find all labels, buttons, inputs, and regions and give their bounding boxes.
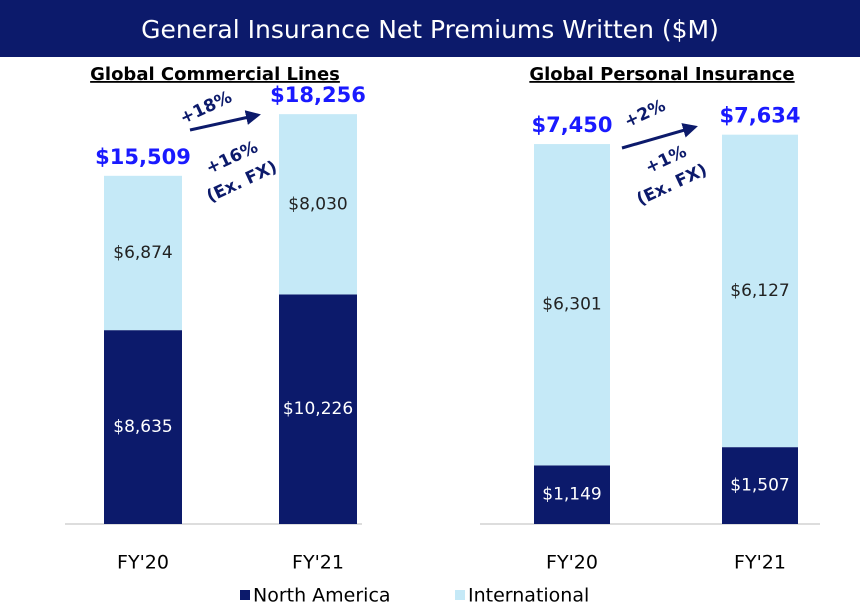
x-tick-label: FY'20 [546,552,598,574]
bar-segment [279,114,357,295]
x-tick-label: FY'20 [117,552,169,574]
growth-arrow [621,123,698,150]
legend-label: North America [253,585,391,607]
bar-segment [722,447,798,524]
title-banner [0,0,860,57]
total-label: $18,256 [270,83,366,107]
bar-segment [104,330,182,524]
legend-swatch [240,590,250,600]
total-label: $7,634 [719,104,800,128]
data-label: $1,149 [542,485,601,505]
data-label: $6,127 [730,281,789,301]
annotation: +2% [621,96,669,132]
data-label: $8,030 [288,194,347,214]
data-label: $8,635 [113,417,172,437]
bar-segment [104,175,182,331]
bar-segment [279,294,357,524]
chart-title: General Insurance Net Premiums Written (… [141,15,719,44]
x-tick-label: FY'21 [292,552,344,574]
panel-title: Global Commercial Lines [90,64,340,85]
legend-swatch [455,590,465,600]
panel-title: Global Personal Insurance [529,64,794,85]
growth-arrow [189,110,261,132]
data-label: $10,226 [283,399,353,419]
data-label: $1,507 [730,476,789,496]
total-label: $7,450 [531,113,612,137]
total-label: $15,509 [95,145,191,169]
data-label: $6,874 [113,243,172,263]
bar-segment [534,144,610,466]
x-tick-label: FY'21 [734,552,786,574]
legend-label: International [468,585,589,607]
bar-segment [722,134,798,448]
bar-segment [534,465,610,524]
data-label: $6,301 [542,295,601,315]
